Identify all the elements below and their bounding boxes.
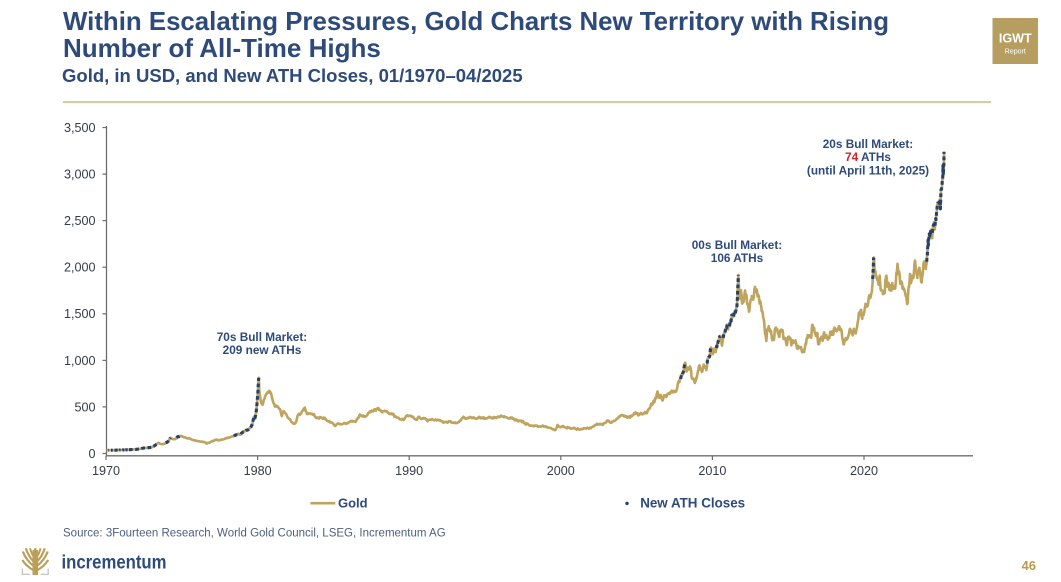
svg-text:New ATH Closes: New ATH Closes (640, 495, 745, 510)
svg-text:1970: 1970 (92, 464, 120, 478)
svg-text:2020: 2020 (850, 464, 878, 478)
svg-text:Within Escalating Pressures, G: Within Escalating Pressures, Gold Charts… (63, 6, 889, 36)
svg-text:incrementum: incrementum (62, 553, 167, 574)
svg-text:Source: 3Fourteen Research, Wo: Source: 3Fourteen Research, World Gold C… (63, 527, 446, 539)
svg-text:Gold: Gold (338, 495, 368, 510)
svg-text:0: 0 (88, 447, 95, 461)
svg-text:20s Bull Market:: 20s Bull Market: (823, 137, 913, 151)
svg-text:Report: Report (1005, 48, 1026, 55)
svg-text:IGWT: IGWT (999, 31, 1032, 45)
svg-text:209 new ATHs: 209 new ATHs (223, 343, 302, 357)
svg-text:70s Bull Market:: 70s Bull Market: (217, 330, 307, 344)
svg-text:2,000: 2,000 (64, 261, 96, 275)
svg-text:3,000: 3,000 (64, 168, 96, 182)
svg-text:1,500: 1,500 (64, 307, 96, 321)
svg-text:(until April 11th, 2025): (until April 11th, 2025) (807, 164, 929, 178)
svg-text:Number of All-Time Highs: Number of All-Time Highs (63, 33, 381, 63)
svg-text:Gold, in USD, and New ATH Clos: Gold, in USD, and New ATH Closes, 01/197… (62, 65, 523, 86)
svg-text:1990: 1990 (395, 464, 423, 478)
svg-text:74 ATHs: 74 ATHs (845, 150, 891, 164)
svg-text:46: 46 (1022, 558, 1036, 573)
svg-text:3,500: 3,500 (64, 121, 96, 135)
svg-text:2000: 2000 (547, 464, 575, 478)
svg-text:2,500: 2,500 (64, 214, 96, 228)
svg-text:500: 500 (74, 400, 95, 414)
svg-text:1,000: 1,000 (64, 354, 96, 368)
svg-text:2010: 2010 (698, 464, 726, 478)
svg-text:00s Bull Market:: 00s Bull Market: (692, 238, 782, 252)
svg-text:1980: 1980 (244, 464, 272, 478)
svg-text:106 ATHs: 106 ATHs (711, 251, 764, 265)
